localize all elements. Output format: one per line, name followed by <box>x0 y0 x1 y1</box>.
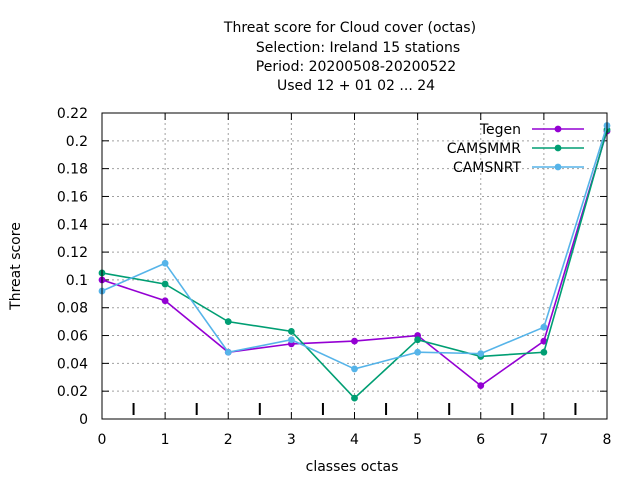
legend-item: Tegen <box>479 122 584 138</box>
x-tick-label: 5 <box>413 432 422 448</box>
data-point <box>287 336 295 344</box>
x-tick-label: 7 <box>539 432 548 448</box>
x-tick-label: 0 <box>98 432 107 448</box>
y-tick-label: 0.2 <box>66 134 88 150</box>
x-tick-label: 3 <box>287 432 296 448</box>
y-axis-label: Threat score <box>8 222 24 311</box>
x-tick-labels: 0 1 2 3 4 5 6 7 8 <box>98 432 612 448</box>
data-point <box>161 259 169 267</box>
legend-swatch-marker <box>554 163 562 171</box>
axis-ticks <box>101 112 608 420</box>
y-tick-label: 0 <box>79 412 88 428</box>
data-point <box>161 280 169 288</box>
data-point <box>287 327 295 335</box>
data-point <box>351 337 358 345</box>
x-tick-label: 6 <box>476 432 485 448</box>
title-line-2: Selection: Ireland 15 stations <box>256 40 460 56</box>
legend-item: CAMSMMR <box>447 141 584 157</box>
data-point <box>351 365 358 373</box>
legend-swatch-marker <box>554 144 562 152</box>
series-group <box>98 122 611 402</box>
data-point <box>477 350 485 358</box>
y-tick-label: 0.22 <box>57 106 88 122</box>
y-tick-label: 0.18 <box>57 162 88 178</box>
y-tick-label: 0.12 <box>57 245 88 261</box>
y-tick-label: 0.06 <box>57 329 88 345</box>
data-point <box>540 323 548 331</box>
data-point <box>414 336 422 344</box>
x-tick-label: 1 <box>161 432 170 448</box>
legend-label: Tegen <box>479 122 521 138</box>
title-line-3: Period: 20200508-20200522 <box>256 59 456 75</box>
data-point <box>540 337 548 345</box>
y-tick-label: 0.04 <box>57 356 88 372</box>
data-point <box>477 382 485 390</box>
data-point <box>540 348 548 356</box>
data-point <box>224 348 232 356</box>
y-tick-label: 0.16 <box>57 189 88 205</box>
plot-frame <box>101 112 608 420</box>
legend-label: CAMSMMR <box>447 141 521 157</box>
y-tick-label: 0.08 <box>57 301 88 317</box>
data-point <box>161 297 169 305</box>
y-tick-labels: 0 0.02 0.04 0.06 0.08 0.1 0.12 0.14 0.16 0.18 0.2 0… <box>57 106 88 428</box>
data-point <box>414 348 422 356</box>
series-line <box>101 125 608 370</box>
title-line-4: Used 12 + 01 02 ... 24 <box>277 78 435 94</box>
legend-item: CAMSNRT <box>453 160 584 176</box>
data-point <box>224 318 232 326</box>
chart-title: Threat score for Cloud cover (octas) Sel… <box>223 20 476 94</box>
legend-swatch-marker <box>554 125 562 133</box>
y-tick-label: 0.14 <box>57 217 88 233</box>
data-point <box>351 394 358 402</box>
title-line-1: Threat score for Cloud cover (octas) <box>223 20 476 36</box>
y-tick-label: 0.02 <box>57 384 88 400</box>
legend: Tegen CAMSMMR CAMSNRT <box>447 122 584 176</box>
y-tick-label: 0.1 <box>66 273 88 289</box>
x-tick-label: 8 <box>603 432 612 448</box>
x-tick-label: 4 <box>350 432 359 448</box>
x-tick-label: 2 <box>224 432 233 448</box>
x-axis-label: classes octas <box>306 459 399 475</box>
legend-label: CAMSNRT <box>453 160 522 176</box>
grid-lines <box>102 113 607 419</box>
